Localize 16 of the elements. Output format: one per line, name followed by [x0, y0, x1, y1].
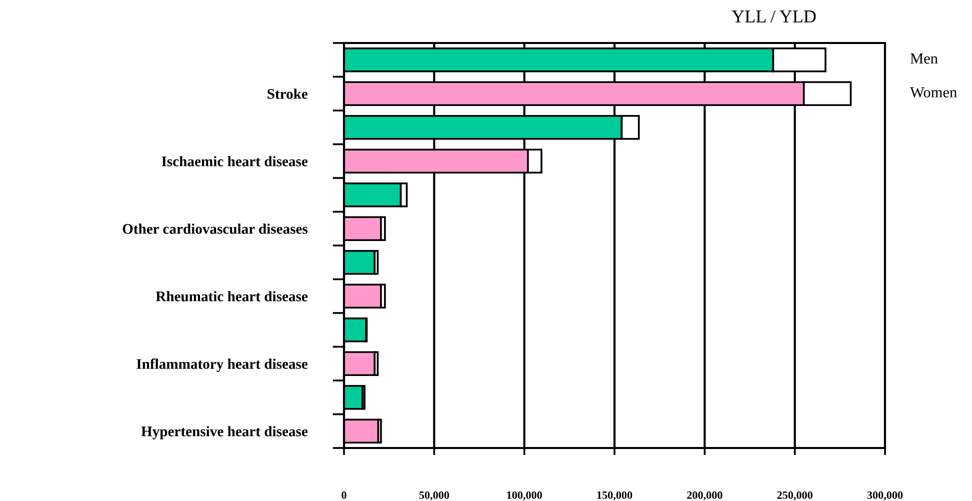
- y-tick-label: Other cardiovascular diseases: [122, 224, 308, 234]
- x-tick-label: 300,000: [867, 491, 903, 500]
- chart-title: YLL / YLD: [732, 10, 816, 23]
- x-tick-label: 200,000: [687, 491, 722, 500]
- y-tick-label: Ischaemic heart disease: [162, 156, 308, 166]
- y-tick-label: Rheumatic heart disease: [156, 291, 308, 302]
- text: Men: [910, 54, 938, 64]
- y-tick-label: Hypertensive heart disease: [141, 426, 308, 440]
- y-tick-label: Inflammatory heart disease: [136, 358, 308, 372]
- x-tick-label: 0: [342, 491, 346, 499]
- x-tick-label: 100,000: [507, 491, 542, 500]
- y-tick-label: Stroke: [268, 88, 308, 99]
- x-tick-label: 150,000: [597, 491, 632, 500]
- text: Women: [910, 87, 957, 98]
- x-tick-label: 50,000: [419, 491, 450, 500]
- x-tick-label: 250,000: [777, 491, 812, 500]
